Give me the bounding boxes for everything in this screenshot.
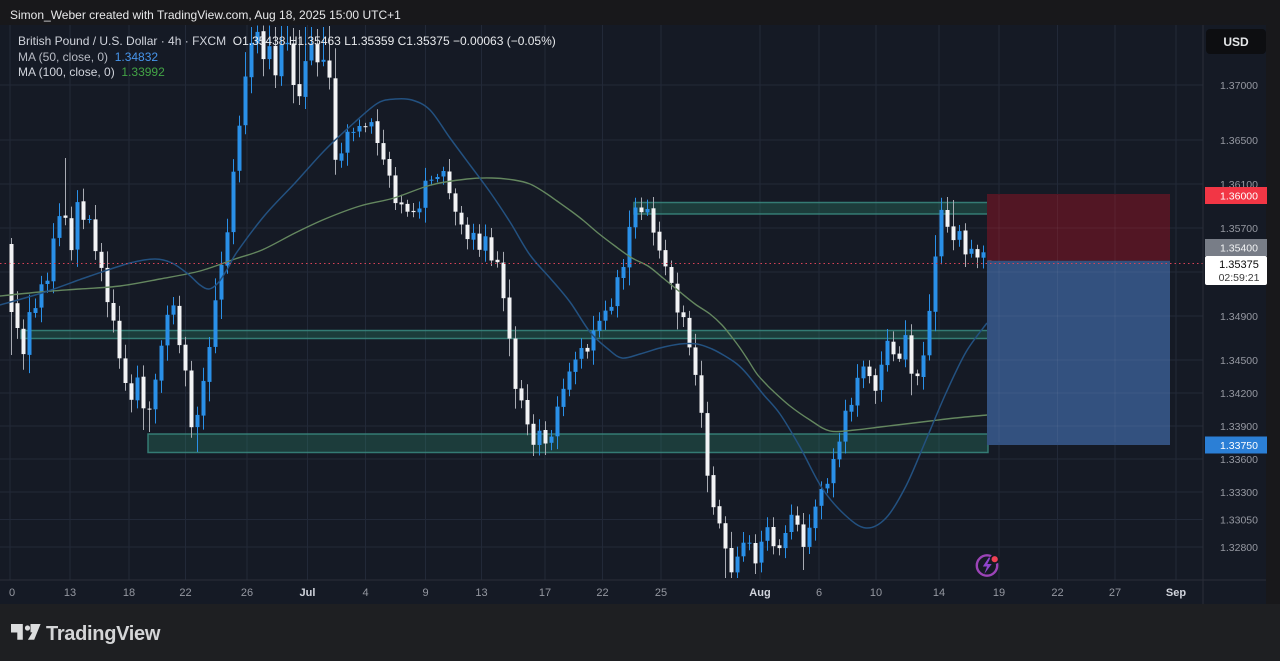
svg-text:Jul: Jul [300,587,316,599]
svg-text:13: 13 [64,587,76,599]
svg-text:6: 6 [816,587,822,599]
svg-text:27: 27 [1109,587,1121,599]
svg-text:1.32800: 1.32800 [1220,542,1258,554]
svg-text:USD: USD [1223,35,1249,49]
svg-text:1.33900: 1.33900 [1220,421,1258,433]
svg-text:02:59:21: 02:59:21 [1219,272,1260,284]
svg-text:1.34500: 1.34500 [1220,355,1258,367]
svg-text:1.34900: 1.34900 [1220,311,1258,323]
svg-text:1.33300: 1.33300 [1220,487,1258,499]
svg-text:British Pound / U.S. Dollar ·: British Pound / U.S. Dollar · 4h · FXCM … [18,34,556,48]
svg-text:22: 22 [1051,587,1063,599]
svg-text:10: 10 [870,587,882,599]
svg-text:MA (100, close, 0) 1.33992: MA (100, close, 0) 1.33992 [18,65,165,79]
svg-text:1.35700: 1.35700 [1220,223,1258,235]
svg-text:14: 14 [933,587,945,599]
svg-text:1.35400: 1.35400 [1220,243,1258,255]
svg-text:22: 22 [596,587,608,599]
svg-text:1.35375: 1.35375 [1219,259,1259,271]
svg-text:1.36500: 1.36500 [1220,135,1258,147]
svg-text:MA (50, close, 0) 1.34832: MA (50, close, 0) 1.34832 [18,50,158,64]
svg-text:1.33050: 1.33050 [1220,514,1258,526]
svg-text:22: 22 [179,587,191,599]
svg-text:1.37000: 1.37000 [1220,80,1258,92]
svg-text:Simon_Weber created with Tradi: Simon_Weber created with TradingView.com… [10,8,401,22]
svg-text:1.33600: 1.33600 [1220,454,1258,466]
svg-text:1.36000: 1.36000 [1220,191,1258,203]
svg-text:4: 4 [362,587,368,599]
svg-text:0: 0 [9,587,15,599]
svg-text:19: 19 [993,587,1005,599]
svg-text:13: 13 [475,587,487,599]
svg-text:9: 9 [422,587,428,599]
svg-text:25: 25 [655,587,667,599]
svg-text:Sep: Sep [1166,587,1186,599]
svg-text:1.33750: 1.33750 [1220,440,1258,452]
svg-text:1.34200: 1.34200 [1220,388,1258,400]
svg-text:TradingView: TradingView [46,623,161,645]
svg-text:18: 18 [123,587,135,599]
svg-text:26: 26 [241,587,253,599]
svg-text:Aug: Aug [749,587,770,599]
svg-text:17: 17 [539,587,551,599]
